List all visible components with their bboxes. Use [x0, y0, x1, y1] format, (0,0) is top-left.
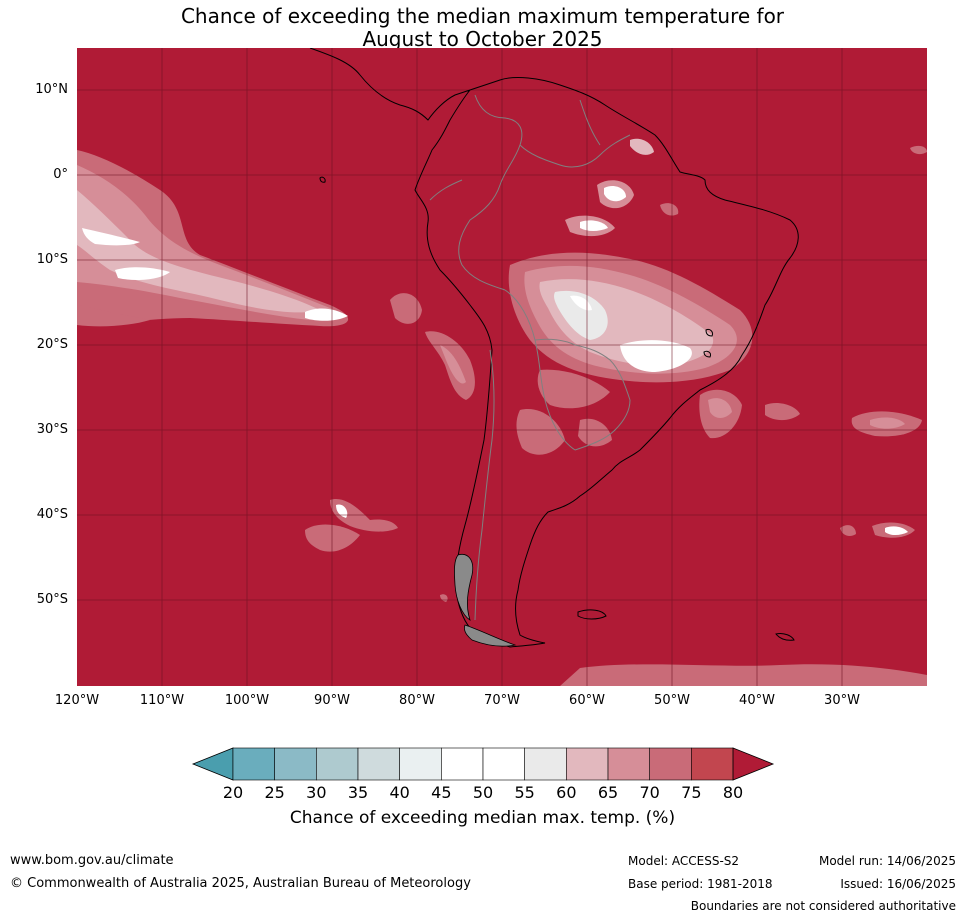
- colorbar-segment: [691, 747, 734, 781]
- lon-label-70w: 70°W: [484, 693, 520, 708]
- colorbar-label: Chance of exceeding median max. temp. (%…: [289, 808, 676, 828]
- lat-label-10n: 10°N: [35, 82, 68, 97]
- model-name: Model: ACCESS-S2: [628, 854, 740, 868]
- colorbar-segment: [399, 747, 442, 781]
- model-run-date: Model run: 14/06/2025: [818, 854, 956, 868]
- lon-label-60w: 60°W: [569, 693, 605, 708]
- colorbar-arrow-high: [732, 747, 775, 781]
- probability-map: [77, 48, 927, 686]
- chile-islands: [454, 553, 517, 647]
- lon-label-50w: 50°W: [654, 693, 690, 708]
- lon-label-100w: 100°W: [224, 693, 270, 708]
- colorbar-segment: [441, 747, 484, 781]
- colorbar-segment: [482, 747, 525, 781]
- lon-label-110w: 110°W: [139, 693, 185, 708]
- lon-label-90w: 90°W: [314, 693, 350, 708]
- colorbar-segment: [607, 747, 650, 781]
- colorbar-tick-label: 40: [389, 783, 410, 802]
- coastline: [309, 48, 799, 648]
- lat-label-10s: 10°S: [36, 252, 68, 267]
- colorbar-tick-label: 20: [222, 783, 244, 802]
- issued-date: Issued: 16/06/2025: [840, 877, 956, 891]
- colorbar-tick-label: 55: [514, 783, 535, 802]
- colorbar-segment: [232, 747, 275, 781]
- copyright-text: © Commonwealth of Australia 2025, Austra…: [10, 876, 471, 891]
- colorbar-tick-label: 50: [472, 783, 494, 802]
- lat-label-0: 0°: [53, 167, 68, 182]
- boundaries-disclaimer: Boundaries are not considered authoritat…: [690, 899, 956, 913]
- map-title-line1: Chance of exceeding the median maximum t…: [180, 4, 785, 28]
- base-period: Base period: 1981-2018: [628, 877, 773, 891]
- colorbar-tick-label: 35: [347, 783, 369, 802]
- lon-label-80w: 80°W: [399, 693, 435, 708]
- lat-label-50s: 50°S: [36, 592, 68, 607]
- colorbar-tick-label: 75: [681, 783, 702, 802]
- colorbar-arrow-low: [191, 747, 234, 781]
- colorbar-tick-label: 80: [722, 783, 744, 802]
- lon-label-30w: 30°W: [824, 693, 860, 708]
- colorbar-tick-label: 70: [639, 783, 660, 802]
- lon-label-120w: 120°W: [54, 693, 100, 708]
- colorbar-segment: [566, 747, 609, 781]
- colorbar-segment: [357, 747, 400, 781]
- colorbar-tick-label: 60: [556, 783, 577, 802]
- colorbar-segment: [316, 747, 359, 781]
- colorbar-segment: [649, 747, 692, 781]
- lat-label-40s: 40°S: [36, 507, 68, 522]
- colorbar-tick-label: 45: [431, 783, 452, 802]
- map-title-line2: August to October 2025: [362, 27, 603, 51]
- colorbar: [191, 747, 775, 781]
- colorbar-segment: [274, 747, 317, 781]
- colorbar-segment: [524, 747, 567, 781]
- lat-label-20s: 20°S: [36, 337, 68, 352]
- colorbar-tick-label: 30: [306, 783, 327, 802]
- colorbar-tick-label: 65: [597, 783, 619, 802]
- country-borders: [429, 94, 631, 621]
- website-link[interactable]: www.bom.gov.au/climate: [10, 853, 174, 868]
- colorbar-tick-label: 25: [264, 783, 285, 802]
- lon-label-40w: 40°W: [739, 693, 775, 708]
- graticule: [77, 48, 927, 686]
- probability-contours: [77, 138, 927, 686]
- lat-label-30s: 30°S: [36, 422, 68, 437]
